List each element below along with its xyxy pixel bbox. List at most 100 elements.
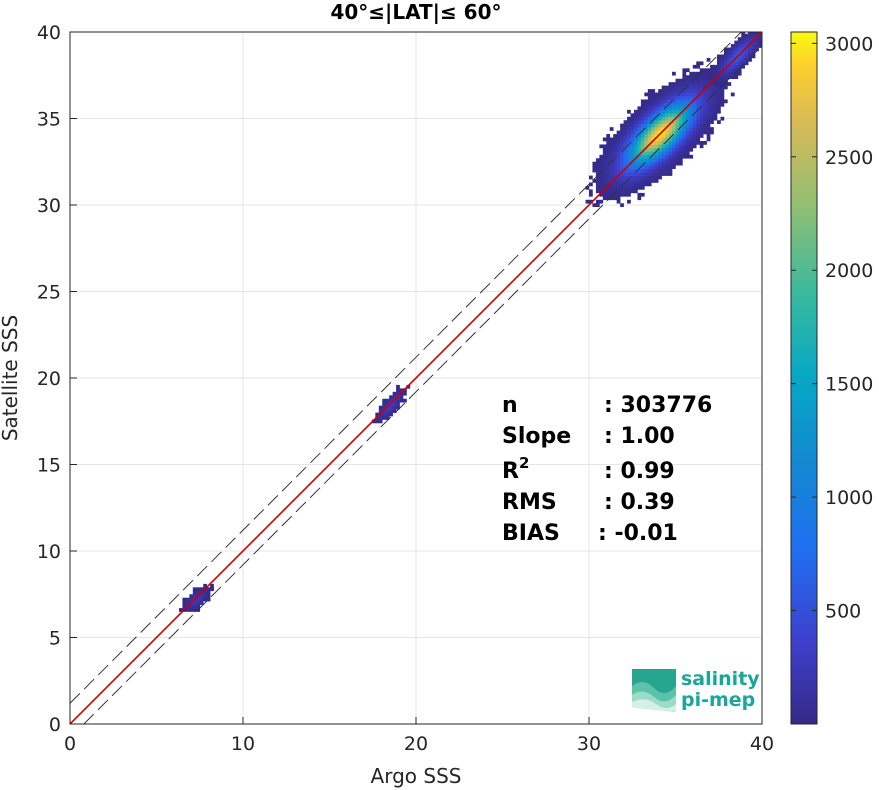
heatmap-cell: [196, 601, 201, 605]
heatmap-cell: [644, 113, 649, 118]
heatmap-cell: [602, 182, 607, 187]
heatmap-cell: [668, 89, 673, 93]
heatmap-cell: [644, 106, 649, 111]
heatmap-cell: [651, 116, 656, 121]
heatmap-cell: [609, 168, 614, 173]
heatmap-cell: [592, 168, 597, 173]
heatmap-cell: [606, 192, 611, 197]
heatmap-cell: [720, 68, 725, 73]
heatmap-cell: [730, 44, 735, 48]
heatmap-cell: [727, 64, 732, 69]
heatmap-cell: [606, 134, 611, 138]
heatmap-cell: [616, 158, 621, 163]
heatmap-cell: [375, 416, 380, 420]
heatmap-cell: [734, 68, 739, 73]
heatmap-cell: [668, 144, 673, 149]
heatmap-cell: [661, 123, 666, 128]
heatmap-cell: [703, 106, 707, 111]
heatmap-cell: [609, 137, 614, 142]
heatmap-cell: [699, 113, 704, 118]
heatmap-cell: [744, 54, 749, 59]
heatmap-cell: [630, 185, 635, 190]
upper-bound-line: [70, 32, 742, 704]
heatmap-cell: [692, 89, 697, 93]
heatmap-cell: [737, 57, 742, 62]
heatmap-cell: [658, 99, 662, 104]
heatmap-cell: [654, 175, 659, 180]
heatmap-cell: [672, 144, 676, 149]
heatmap-cell: [668, 113, 673, 118]
heatmap-cell: [647, 154, 652, 159]
heatmap-cell: [717, 89, 721, 93]
heatmap-cell: [658, 123, 662, 128]
heatmap-cell: [672, 85, 676, 90]
heatmap-cell: [665, 89, 669, 93]
heatmap-cell: [609, 192, 614, 197]
heatmap-cell: [640, 182, 645, 187]
heatmap-cell: [762, 41, 766, 45]
heatmap-cell: [633, 151, 638, 156]
heatmap-cell: [706, 96, 711, 100]
heatmap-cell: [592, 161, 597, 166]
heatmap-cell: [616, 151, 621, 156]
heatmap-cell: [606, 179, 611, 183]
heatmap-cell: [651, 120, 656, 124]
heatmap-cell: [706, 130, 711, 135]
heatmap-cell: [723, 51, 728, 55]
heatmap-cell: [647, 137, 652, 142]
heatmap-cell: [199, 587, 204, 592]
heatmap-cell: [665, 120, 669, 124]
heatmap-cell: [696, 78, 701, 83]
heatmap-cell: [682, 123, 687, 128]
heatmap-cell: [713, 89, 718, 93]
heatmap-cell: [665, 127, 669, 131]
heatmap-cell: [703, 82, 707, 86]
heatmap-cell: [640, 130, 645, 135]
heatmap-cell: [654, 168, 659, 173]
heatmap-cell: [644, 120, 649, 124]
heatmap-cell: [206, 594, 211, 599]
heatmap-cell: [668, 109, 673, 114]
heatmap-cell: [599, 175, 604, 180]
heatmap-cell: [696, 71, 701, 76]
heatmap-cell: [389, 398, 393, 403]
heatmap-cell: [192, 587, 197, 592]
heatmap-cell: [665, 113, 669, 118]
heatmap-cell: [613, 185, 617, 190]
heatmap-cell: [755, 32, 759, 35]
heatmap-cell: [748, 57, 752, 62]
heatmap-cell: [640, 185, 645, 190]
heatmap-cell: [678, 102, 683, 107]
heatmap-cell: [189, 594, 194, 599]
heatmap-cell: [661, 140, 666, 145]
heatmap-cell: [602, 147, 607, 152]
heatmap-cell: [678, 89, 683, 93]
heatmap-cell: [665, 85, 669, 90]
heatmap-cell: [630, 123, 635, 128]
heatmap-cell: [703, 92, 707, 97]
heatmap-cell: [689, 130, 694, 135]
heatmap-cell: [396, 398, 400, 403]
heatmap-cell: [396, 402, 400, 406]
heatmap-cell: [637, 158, 642, 163]
heatmap-cell: [665, 130, 669, 135]
heatmap-cell: [675, 158, 680, 163]
heatmap-cell: [602, 172, 607, 176]
heatmap-cell: [620, 161, 624, 166]
heatmap-cell: [713, 109, 718, 114]
heatmap-cell: [623, 158, 628, 163]
heatmap-cell: [640, 134, 645, 138]
heatmap-cell: [665, 165, 669, 169]
heatmap-cell: [692, 82, 697, 86]
heatmap-cell: [703, 109, 707, 114]
heatmap-cell: [630, 154, 635, 159]
heatmap-cell: [189, 608, 194, 612]
heatmap-cell: [658, 154, 662, 159]
heatmap-cell: [755, 33, 759, 38]
heatmap-cell: [647, 147, 652, 152]
heatmap-cell: [741, 37, 745, 41]
heatmap-cell: [678, 130, 683, 135]
heatmap-cell: [703, 130, 707, 135]
heatmap-cell: [661, 89, 666, 93]
heatmap-cell: [378, 416, 383, 420]
